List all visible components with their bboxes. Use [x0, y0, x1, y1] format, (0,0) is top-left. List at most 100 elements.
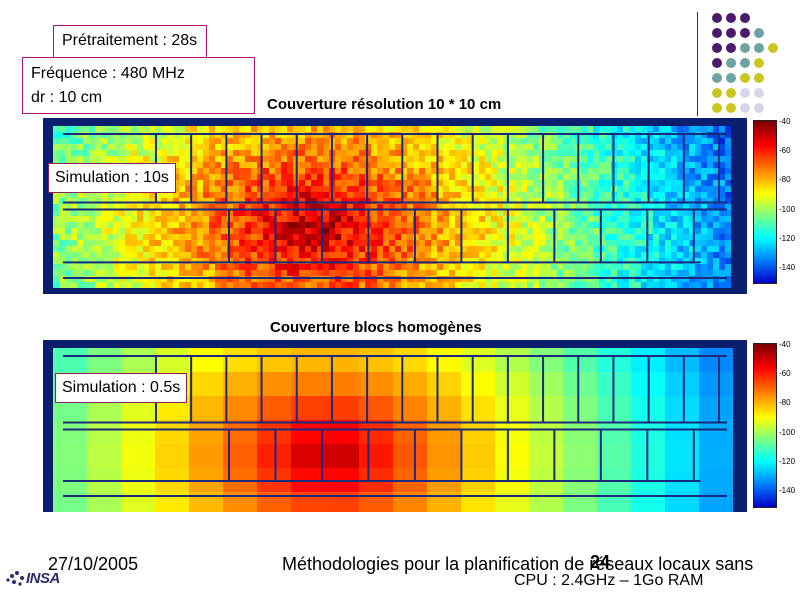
- coverage-cell: [509, 264, 515, 270]
- coverage-cell: [185, 216, 191, 222]
- coverage-cell: [209, 198, 215, 204]
- coverage-cell: [461, 222, 467, 228]
- coverage-cell: [437, 192, 443, 198]
- coverage-cell: [185, 234, 191, 240]
- coverage-cell: [257, 144, 263, 150]
- coverage-cell: [449, 126, 455, 132]
- coverage-cell: [251, 144, 257, 150]
- coverage-cell: [671, 168, 677, 174]
- coverage-cell: [107, 216, 113, 222]
- coverage-cell: [293, 270, 299, 276]
- coverage-cell: [605, 144, 611, 150]
- coverage-cell: [173, 138, 179, 144]
- coverage-cell: [239, 222, 245, 228]
- coverage-cell: [197, 282, 203, 288]
- coverage-cell: [347, 216, 353, 222]
- coverage-cell: [269, 150, 275, 156]
- coverage-cell: [323, 174, 329, 180]
- coverage-cell: [377, 264, 383, 270]
- coverage-cell: [551, 168, 557, 174]
- coverage-cell: [143, 204, 149, 210]
- coverage-cell: [497, 138, 503, 144]
- coverage-cell: [659, 222, 665, 228]
- coverage-cell: [695, 180, 701, 186]
- coverage-cell: [377, 282, 383, 288]
- coverage-cell: [623, 186, 629, 192]
- coverage-cell: [587, 192, 593, 198]
- coverage-cell: [223, 372, 257, 396]
- coverage-cell: [425, 126, 431, 132]
- coverage-cell: [131, 222, 137, 228]
- coverage-cell: [485, 234, 491, 240]
- coverage-cell: [239, 180, 245, 186]
- coverage-cell: [335, 246, 341, 252]
- coverage-cell: [533, 210, 539, 216]
- coverage-cell: [401, 270, 407, 276]
- coverage-cell: [383, 282, 389, 288]
- coverage-cell: [699, 348, 733, 372]
- coverage-cell: [335, 210, 341, 216]
- coverage-cell: [701, 186, 707, 192]
- coverage-cell: [311, 222, 317, 228]
- coverage-cell: [575, 264, 581, 270]
- coverage-cell: [539, 282, 545, 288]
- coverage-cell: [167, 216, 173, 222]
- coverage-cell: [569, 216, 575, 222]
- coverage-cell: [269, 228, 275, 234]
- coverage-cell: [359, 240, 365, 246]
- coverage-cell: [371, 258, 377, 264]
- coverage-cell: [593, 186, 599, 192]
- coverage-cell: [725, 234, 731, 240]
- coverage-cell: [635, 138, 641, 144]
- coverage-cell: [485, 138, 491, 144]
- coverage-cell: [311, 198, 317, 204]
- coverage-cell: [89, 126, 95, 132]
- coverage-cell: [71, 150, 77, 156]
- coverage-cell: [407, 162, 413, 168]
- coverage-cell: [377, 252, 383, 258]
- coverage-cell: [629, 150, 635, 156]
- coverage-cell: [635, 210, 641, 216]
- coverage-cell: [59, 276, 65, 282]
- coverage-cell: [53, 282, 59, 288]
- coverage-cell: [371, 234, 377, 240]
- coverage-cell: [197, 228, 203, 234]
- coverage-cell: [383, 252, 389, 258]
- coverage-cell: [209, 258, 215, 264]
- coverage-cell: [233, 168, 239, 174]
- coverage-cell: [647, 144, 653, 150]
- coverage-cell: [449, 282, 455, 288]
- coverage-cell: [185, 174, 191, 180]
- coverage-cell: [65, 252, 71, 258]
- coverage-cell: [443, 258, 449, 264]
- coverage-cell: [257, 186, 263, 192]
- coverage-cell: [719, 228, 725, 234]
- coverage-cell: [71, 264, 77, 270]
- coverage-cell: [395, 264, 401, 270]
- coverage-cell: [563, 270, 569, 276]
- coverage-cell: [635, 252, 641, 258]
- coverage-cell: [53, 264, 59, 270]
- coverage-cell: [539, 180, 545, 186]
- coverage-cell: [539, 228, 545, 234]
- coverage-cell: [125, 264, 131, 270]
- coverage-cell: [695, 252, 701, 258]
- coverage-cell: [215, 180, 221, 186]
- coverage-cell: [155, 270, 161, 276]
- coverage-cell: [413, 138, 419, 144]
- coverage-cell: [659, 246, 665, 252]
- coverage-cell: [623, 216, 629, 222]
- coverage-cell: [281, 198, 287, 204]
- coverage-cell: [311, 126, 317, 132]
- coverage-cell: [461, 174, 467, 180]
- coverage-cell: [629, 228, 635, 234]
- coverage-cell: [665, 186, 671, 192]
- coverage-cell: [119, 126, 125, 132]
- coverage-cell: [557, 222, 563, 228]
- coverage-cell: [659, 156, 665, 162]
- coverage-cell: [317, 258, 323, 264]
- coverage-cell: [557, 198, 563, 204]
- coverage-cell: [425, 150, 431, 156]
- coverage-cell: [419, 246, 425, 252]
- coverage-cell: [131, 192, 137, 198]
